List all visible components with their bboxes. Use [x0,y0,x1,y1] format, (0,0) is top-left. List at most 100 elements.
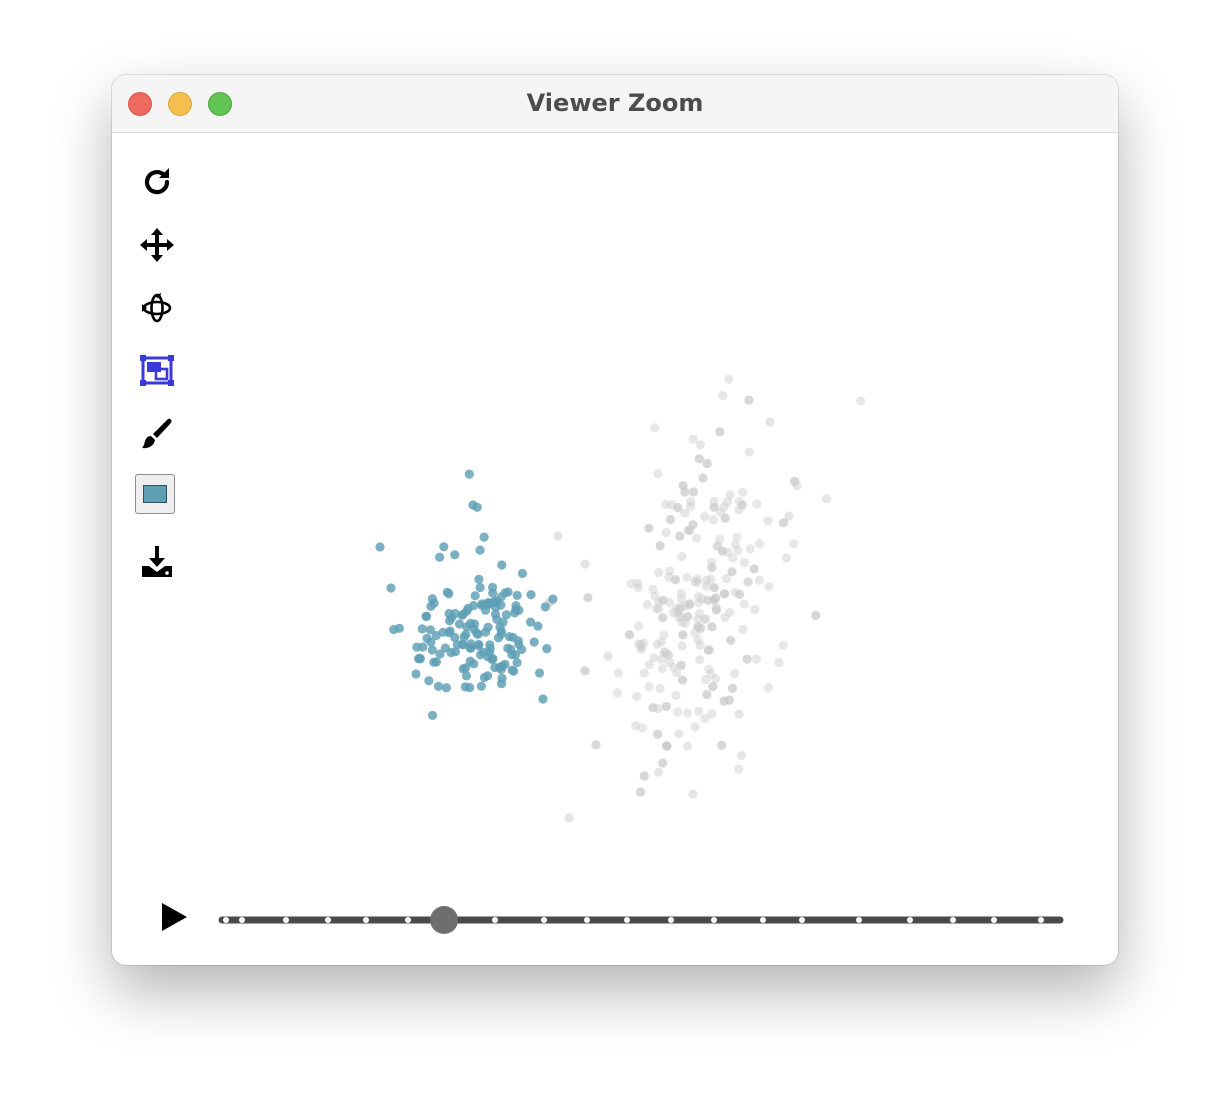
data-point [664,650,674,660]
data-point [676,588,687,599]
slider-tick[interactable] [492,917,498,923]
data-point [429,598,439,608]
zoom-box-button[interactable] [134,348,180,394]
data-point [722,497,733,507]
data-point [636,642,646,652]
slider-tick[interactable] [363,917,369,923]
data-point [717,740,727,750]
data-point [711,605,722,615]
data-point [743,577,754,587]
data-point [856,396,866,406]
data-point [667,500,677,510]
data-point [668,607,678,618]
data-point [512,590,522,600]
data-point [682,572,692,582]
data-point [702,689,712,700]
slider-tick[interactable] [907,917,913,923]
data-point [709,583,719,593]
data-point [652,639,662,649]
data-point [533,621,543,631]
download-button[interactable] [134,539,180,585]
slider-tick[interactable] [991,917,997,923]
slider-tick[interactable] [239,917,245,923]
data-point [660,647,670,657]
data-point [514,639,524,649]
play-button[interactable] [156,899,190,935]
data-point [508,632,518,642]
data-point [689,487,699,497]
data-point [695,440,706,450]
data-point [690,628,700,638]
time-slider[interactable] [218,905,1066,935]
data-point [633,583,643,593]
data-point [626,579,636,589]
data-point [676,660,686,671]
data-point [763,683,774,693]
data-point [633,578,643,588]
maximize-window-button[interactable] [208,92,232,116]
reset-button[interactable] [134,159,180,205]
data-point [664,572,674,582]
zoom-box-icon [140,355,174,386]
slider-tick[interactable] [950,917,956,923]
minimize-window-button[interactable] [168,92,192,116]
data-point [655,683,665,694]
pan-button[interactable] [134,222,180,268]
data-point [690,722,700,732]
data-point [675,531,685,541]
data-point [821,494,832,504]
data-point [764,582,774,592]
slider-tick[interactable] [584,917,590,923]
data-point [542,644,552,654]
slider-tick[interactable] [541,917,547,923]
scatter-plot[interactable] [112,133,1118,893]
data-point [684,525,695,536]
data-point [702,458,712,469]
slider-tick[interactable] [1038,917,1044,923]
data-point [424,676,434,686]
slider-tick[interactable] [799,917,805,923]
data-point [730,540,740,550]
slider-tick[interactable] [283,917,289,923]
data-point [529,637,539,647]
data-point [670,575,681,585]
color-picker-button[interactable] [135,474,175,514]
data-point [728,553,738,563]
slider-tick[interactable] [711,917,717,923]
data-point [685,599,695,609]
data-point [693,635,703,645]
slider-tick[interactable] [624,917,630,923]
data-point [682,708,693,718]
data-point [483,622,493,632]
pan-icon [140,228,174,262]
data-point [484,648,495,658]
data-point [711,593,721,603]
data-point [514,605,524,615]
slider-handle[interactable] [430,906,459,934]
slider-tick[interactable] [760,917,766,923]
data-point [694,454,704,464]
rotate-button[interactable] [134,285,180,331]
data-point [503,643,513,653]
slider-tick[interactable] [856,917,862,923]
data-point [709,515,719,525]
slider-tick[interactable] [405,917,411,923]
data-point [540,602,550,612]
data-point [719,502,729,512]
color-swatch [143,485,167,503]
close-window-button[interactable] [128,92,152,116]
data-point [713,540,723,550]
slider-tick[interactable] [668,917,674,923]
slider-tick[interactable] [223,917,229,923]
data-point [625,630,635,640]
data-point [465,656,475,666]
data-point [442,587,452,597]
slider-tick[interactable] [325,917,331,923]
data-point [564,813,574,823]
data-point [727,683,738,693]
play-icon [162,903,187,931]
data-point [678,481,688,491]
brush-button[interactable] [134,411,180,457]
data-point [706,557,717,567]
data-point [657,664,668,674]
